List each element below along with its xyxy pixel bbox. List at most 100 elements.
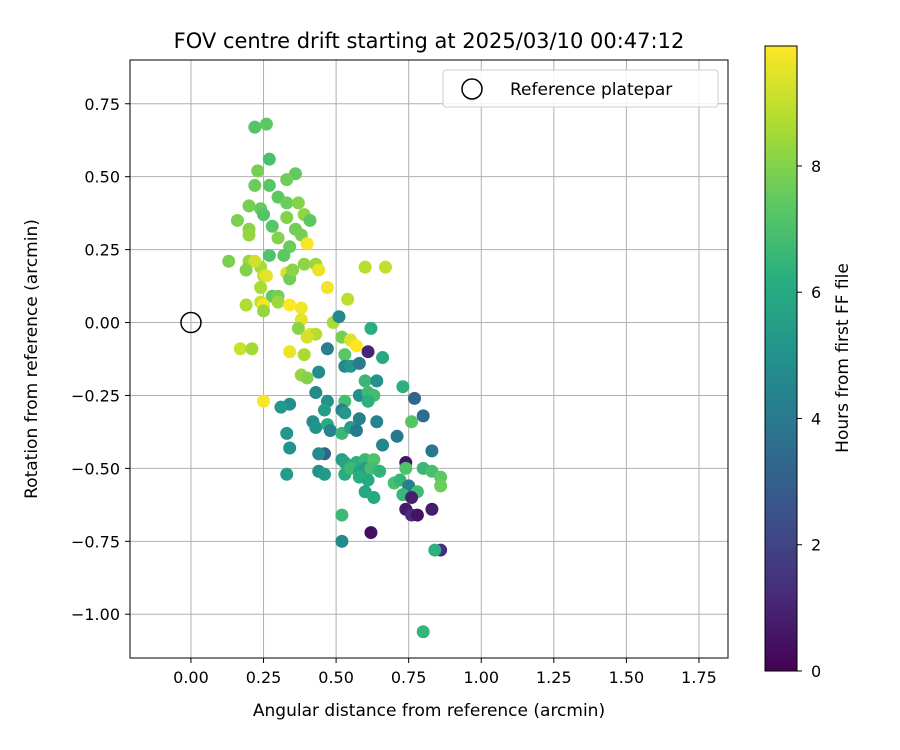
data-point [257,208,271,222]
colorbar-tick-label: 4 [811,409,821,428]
data-point [291,321,305,335]
data-point [358,260,372,274]
data-point [274,400,288,414]
legend-label: Reference platepar [510,80,672,100]
data-point [286,263,300,277]
data-point [317,403,331,417]
data-point [405,415,419,429]
x-tick-label: 1.00 [463,668,499,687]
data-point [364,321,378,335]
data-point [320,342,334,356]
data-point [332,310,346,324]
data-point [349,339,363,353]
data-point [271,295,285,309]
data-point [254,281,268,295]
data-point [378,260,392,274]
data-point [309,386,323,400]
data-point [245,342,259,356]
grid-lines [130,60,728,658]
colorbar-title: Hours from first FF file [833,263,853,453]
data-point [259,269,273,283]
data-point [338,348,352,362]
plot-frame [129,59,729,659]
data-point [262,248,276,262]
data-point [262,178,276,192]
data-point [335,508,349,522]
y-tick-label: −1.00 [71,605,120,624]
data-point [376,351,390,365]
colorbar-tick-label: 6 [811,283,821,302]
data-point [410,508,424,522]
data-point [239,298,253,312]
x-axis-ticks: 0.00 0.25 0.50 0.75 1.00 1.25 1.50 1.75 [173,658,717,687]
legend-box [442,69,719,108]
data-point [297,348,311,362]
data-point [312,447,326,461]
data-point [320,281,334,295]
data-point [294,301,308,315]
data-point [257,304,271,318]
reference-platepar-marker [180,311,202,334]
data-point [242,199,256,213]
data-point [425,444,439,458]
data-point [283,298,297,312]
data-point [303,213,317,227]
data-point [361,473,375,487]
data-point [257,394,271,408]
data-point [280,467,294,481]
data-point [434,479,448,493]
data-point [248,120,262,134]
data-point [300,237,314,251]
legend-reference-marker [461,78,483,100]
data-point [280,426,294,440]
y-tick-label: −0.25 [71,386,120,405]
y-axis-ticks: −1.00 −0.75 −0.50 −0.25 0.00 0.25 0.50 0.75 [71,95,130,624]
colorbar-tick-label: 2 [811,536,821,555]
x-tick-label: 1.75 [681,668,717,687]
data-points [222,117,448,639]
data-point [370,415,384,429]
colorbar: 0 2 4 6 8 Hours from first FF file [764,45,853,681]
colorbar-tick-label: 0 [811,662,821,681]
data-point [317,467,331,481]
data-point [364,526,378,540]
data-point [242,228,256,242]
data-point [399,461,413,475]
y-tick-label: −0.50 [71,459,120,478]
data-point [280,196,294,210]
data-point [338,406,352,420]
data-point [312,365,326,379]
y-tick-label: 0.00 [84,314,120,333]
data-point [312,263,326,277]
data-point [248,254,262,268]
data-point [297,257,311,271]
data-point [416,409,430,423]
data-point [396,380,410,394]
data-point [390,429,404,443]
data-point [335,534,349,548]
data-point [280,173,294,187]
data-point [251,164,265,178]
data-point [222,254,236,268]
data-point [271,231,285,245]
data-point [265,219,279,233]
data-point [283,345,297,359]
data-point [239,263,253,277]
y-tick-label: −0.75 [71,532,120,551]
data-point [361,345,375,359]
data-point [230,213,244,227]
data-point [277,248,291,262]
data-point [259,117,273,131]
data-point [416,625,430,639]
data-point [428,543,442,557]
data-point [367,491,381,505]
x-tick-label: 0.75 [391,668,427,687]
x-tick-label: 0.25 [246,668,282,687]
data-point [283,441,297,455]
data-point [373,464,387,478]
legend: Reference platepar [442,69,719,108]
data-point [358,374,372,388]
x-axis-title: Angular distance from reference (arcmin) [253,701,605,721]
data-point [309,421,323,435]
